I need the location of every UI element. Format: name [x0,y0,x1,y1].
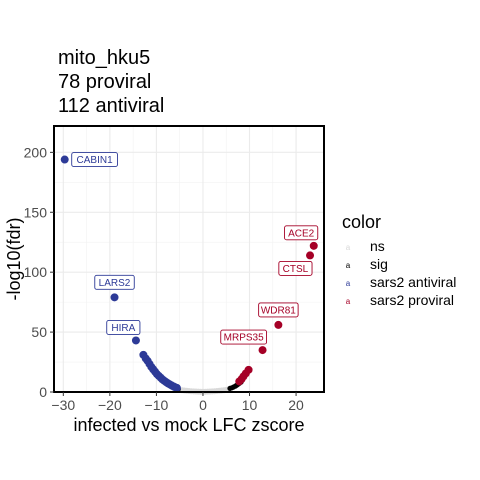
y-axis-label: -log10(fdr) [4,217,24,300]
gene-label-box [106,320,141,335]
x-axis-ticks: −30 −20 −10 0 10 20 [51,392,304,413]
gene-label: CABIN1 [71,152,118,167]
legend-key: a [346,261,351,270]
panel-border [53,125,325,393]
gene-label-box [94,274,135,290]
x-tick-label: −20 [98,397,122,413]
grid-lines [54,126,324,393]
title-line-1: mito_hku5 [58,47,150,69]
x-tick-label: 0 [199,397,207,413]
gene-label-box [220,329,268,345]
gene-label: MRPS35 [220,329,268,345]
gene-label-box [258,302,299,318]
legend-label: sars2 antiviral [370,274,456,290]
x-tick-label: −10 [145,397,169,413]
gene-label-box [284,225,319,241]
legend-key: a [346,297,351,306]
legend-key: a [346,243,351,252]
gene-label-text: CABIN1 [77,155,114,166]
gene-label-text: LARS2 [99,278,131,289]
y-tick-label: 200 [24,144,48,160]
gene-label: LARS2 [94,274,135,290]
legend-key: a [346,279,351,288]
title-line-3: 112 antiviral [58,95,164,117]
gene-labels: CABIN1 LARS2 HIRA ACE2 CTSL WDR81 MRPS35 [71,152,319,345]
plot-title: mito_hku5 78 proviral 112 antiviral [58,47,164,117]
point-antiviral [172,383,181,392]
legend-item-ns: a ns [346,238,385,254]
gene-label-text: WDR81 [261,305,296,316]
legend-item-sig: a sig [346,256,388,272]
gene-label-box [278,260,313,276]
x-tick-label: 10 [242,397,258,413]
legend: color a ns a sig a sars2 antiviral a sars2 prov… [342,212,456,308]
legend-title: color [342,212,381,232]
y-axis-ticks: 0 50 100 150 200 [24,144,54,400]
gene-label: WDR81 [258,302,299,318]
legend-label: sig [370,256,388,272]
point-proviral [274,320,283,329]
gene-label: ACE2 [284,225,319,241]
gene-label-text: CTSL [283,264,309,275]
y-tick-label: 0 [39,384,47,400]
legend-label: ns [370,238,385,254]
gene-label-text: HIRA [111,323,135,334]
gene-label: HIRA [106,320,141,335]
y-tick-label: 100 [24,264,48,280]
gene-label-text: MRPS35 [224,333,264,344]
gene-label-box [71,152,118,167]
gene-label-text: ACE2 [288,228,315,239]
gene-label: CTSL [278,260,313,276]
point-antiviral [131,336,140,345]
point-antiviral [110,293,119,302]
point-proviral [235,377,244,386]
point-proviral [309,241,318,250]
x-tick-label: 20 [288,397,304,413]
point-proviral [258,346,267,355]
legend-item-proviral: a sars2 proviral [346,292,454,308]
point-proviral [306,251,315,260]
y-tick-label: 50 [31,324,47,340]
x-tick-label: −30 [51,397,75,413]
title-line-2: 78 proviral [58,71,151,93]
legend-label: sars2 proviral [370,292,454,308]
y-tick-label: 150 [24,204,48,220]
legend-item-antiviral: a sars2 antiviral [346,274,457,290]
point-antiviral [60,155,69,164]
x-axis-label: infected vs mock LFC zscore [73,415,304,435]
